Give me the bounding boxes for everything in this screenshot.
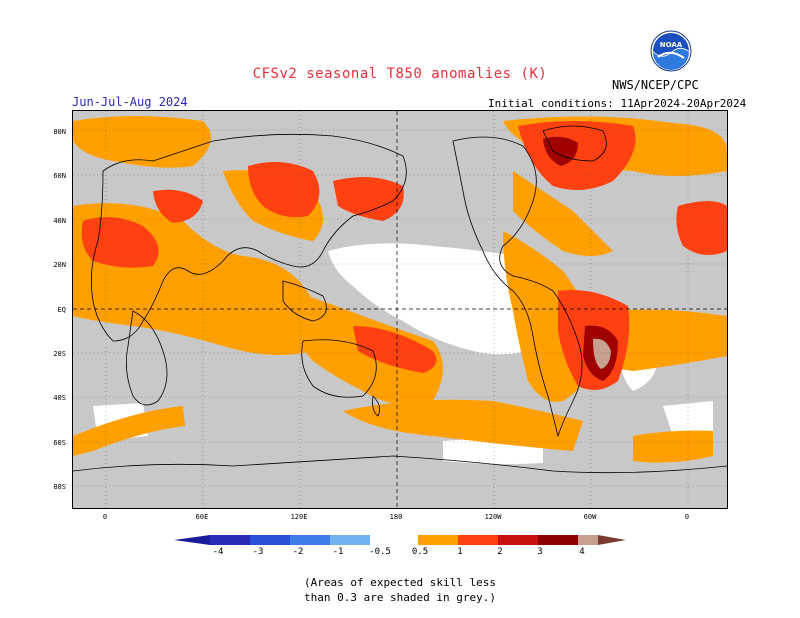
lat-label-80s: 80S	[53, 483, 66, 491]
colorbar-bin-m1	[330, 535, 370, 545]
colorbar-bin-m3	[250, 535, 290, 545]
lon-label-120w: 120W	[484, 513, 502, 521]
colorbar-label-m1: -1	[332, 547, 344, 557]
colorbar-bin-m4	[210, 535, 250, 545]
season-label: Jun-Jul-Aug 2024	[72, 95, 188, 109]
map-title: CFSv2 seasonal T850 anomalies (K)	[252, 66, 548, 82]
skill-footnote: (Areas of expected skill less than 0.3 a…	[0, 575, 800, 605]
noaa-logo-icon: NOAA	[650, 30, 692, 72]
lat-label-80n: 80N	[53, 128, 66, 136]
lat-label-eq: EQ	[57, 306, 66, 314]
coastlines	[73, 125, 727, 474]
logo-text: NOAA	[660, 41, 683, 49]
lat-label-40n: 40N	[53, 217, 66, 225]
colorbar-label-p1: 1	[457, 547, 463, 557]
graticule	[73, 111, 727, 508]
colorbar-bin-p4	[578, 535, 598, 545]
anomaly-map	[72, 110, 728, 509]
colorbar-low-arrow	[174, 535, 210, 545]
colorbar-label-m3: -3	[252, 547, 264, 557]
lat-label-20s: 20S	[53, 350, 66, 358]
initial-conditions-label: Initial conditions: 11Apr2024-20Apr2024	[488, 97, 747, 110]
lat-label-20n: 20N	[53, 261, 66, 269]
colorbar-label-p05: 0.5	[411, 547, 429, 557]
colorbar-label-m2: -2	[292, 547, 304, 557]
colorbar-label-p3: 3	[537, 547, 543, 557]
colorbar-label-m4: -4	[212, 547, 224, 557]
anomaly-map-svg	[73, 111, 727, 508]
anomaly-brown	[593, 338, 611, 369]
colorbar-label-p4: 4	[579, 547, 585, 557]
lon-label-180: 180	[389, 513, 403, 521]
lon-label-120e: 120E	[290, 513, 308, 521]
colorbar-bin-m2	[290, 535, 330, 545]
agency-label: NWS/NCEP/CPC	[612, 78, 699, 92]
colorbar-bin-p3	[538, 535, 578, 545]
colorbar-label-m05: -0.5	[369, 547, 391, 557]
colorbar-high-arrow	[598, 535, 626, 545]
colorbar-bin-p2	[498, 535, 538, 545]
lat-label-40s: 40S	[53, 394, 66, 402]
skill-footnote-line2: than 0.3 are shaded in grey.)	[303, 591, 497, 604]
colorbar-bin-zero	[370, 535, 418, 545]
skill-footnote-line1: (Areas of expected skill less	[303, 576, 497, 589]
lon-label-0-east: 0	[684, 513, 690, 521]
lon-label-60w: 60W	[583, 513, 597, 521]
lon-label-0: 0	[102, 513, 108, 521]
colorbar	[174, 535, 626, 545]
lat-label-60s: 60S	[53, 439, 66, 447]
lat-label-60n: 60N	[53, 172, 66, 180]
colorbar-bin-p05	[418, 535, 458, 545]
colorbar-label-p2: 2	[497, 547, 503, 557]
colorbar-bin-p1	[458, 535, 498, 545]
lon-label-60e: 60E	[195, 513, 209, 521]
